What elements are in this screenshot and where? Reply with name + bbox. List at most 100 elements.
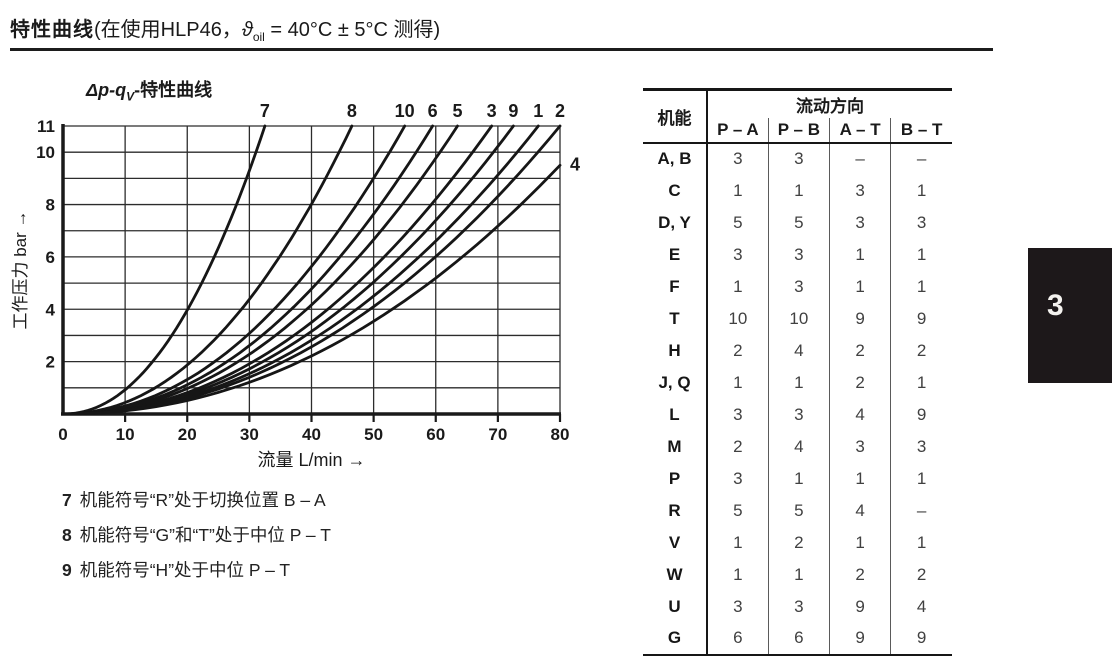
value-cell: 3 <box>767 398 830 431</box>
function-cell: W <box>643 558 708 591</box>
curve-label-1: 1 <box>533 101 543 121</box>
x-tick-label: 60 <box>426 425 445 444</box>
value-cell: – <box>890 494 952 527</box>
function-cell: A, B <box>643 142 708 175</box>
value-cell: 1 <box>890 526 952 559</box>
value-cell: 2 <box>828 366 891 399</box>
value-cell: 2 <box>767 526 830 559</box>
function-cell: G <box>643 622 708 655</box>
value-cell: 5 <box>706 206 769 239</box>
value-cell: 2 <box>828 558 891 591</box>
value-cell: 1 <box>706 270 769 303</box>
curve-8 <box>61 124 354 416</box>
y-tick-label: 2 <box>46 353 55 372</box>
value-cell: 3 <box>767 142 830 175</box>
value-cell: 3 <box>706 142 769 175</box>
function-cell: D, Y <box>643 206 708 239</box>
subheader-PA: P – A <box>707 117 769 144</box>
value-cell: 6 <box>767 622 830 655</box>
function-cell: J, Q <box>643 366 708 399</box>
value-cell: 4 <box>767 334 830 367</box>
value-cell: 1 <box>828 238 891 271</box>
table-header-row: 机能 流动方向 <box>643 89 952 144</box>
curve-5 <box>61 124 459 416</box>
y-axis-title: 工作压力 bar → <box>11 210 30 329</box>
value-cell: 3 <box>706 398 769 431</box>
value-cell: 3 <box>828 430 891 463</box>
value-cell: 3 <box>767 270 830 303</box>
x-axis-title: 流量 L/min → <box>257 450 365 470</box>
table-row: T 10 10 9 9 <box>643 302 952 335</box>
value-cell: 1 <box>890 238 952 271</box>
table-row: A, B 3 3– – <box>643 142 952 175</box>
function-cell: H <box>643 334 708 367</box>
page-title-bold: 特性曲线 <box>10 19 94 41</box>
theta-subscript: oil <box>252 30 265 44</box>
x-tick-label: 30 <box>240 425 259 444</box>
table-row: R 5 5 4– <box>643 494 952 527</box>
value-cell: 3 <box>890 430 952 463</box>
value-cell: 9 <box>890 398 952 431</box>
value-cell: 10 <box>706 302 769 335</box>
x-tick-label: 40 <box>302 425 321 444</box>
footnote-line: 7 机能符号“R”处于切换位置 B – A <box>62 483 331 518</box>
value-cell: 2 <box>828 334 891 367</box>
curve-label-5: 5 <box>452 101 462 121</box>
value-cell: 3 <box>706 238 769 271</box>
value-cell: 1 <box>706 526 769 559</box>
value-cell: 4 <box>828 398 891 431</box>
page-title: 特性曲线(在使用HLP46，ϑoil = 40°C ± 5°C 测得) <box>10 13 440 44</box>
y-tick-label: 6 <box>46 248 55 267</box>
chart-footnotes: 7 机能符号“R”处于切换位置 B – A 8 机能符号“G”和“T”处于中位 P … <box>62 483 331 588</box>
curve-7 <box>61 124 267 416</box>
value-cell: – <box>890 142 952 175</box>
curve-label-10: 10 <box>395 101 415 121</box>
value-cell: 1 <box>828 270 891 303</box>
chart-title-italic: Δp-qV <box>86 80 135 104</box>
footnote-text: 机能符号“R”处于切换位置 B – A <box>79 490 326 510</box>
value-cell: 4 <box>890 590 952 623</box>
value-cell: 1 <box>828 462 891 495</box>
value-cell: 3 <box>767 238 830 271</box>
value-cell: 4 <box>767 430 830 463</box>
footnote-line: 9 机能符号“H”处于中位 P – T <box>62 553 331 588</box>
value-cell: 9 <box>890 622 952 655</box>
x-tick-label: 0 <box>58 425 67 444</box>
function-cell: P <box>643 462 708 495</box>
curve-label-9: 9 <box>508 101 518 121</box>
curve-label-6: 6 <box>428 101 438 121</box>
value-cell: 1 <box>767 558 830 591</box>
y-tick-label: 11 <box>37 117 55 136</box>
value-cell: 2 <box>890 558 952 591</box>
value-cell: 9 <box>828 622 891 655</box>
y-tick-label: 4 <box>46 300 56 319</box>
y-tick-label: 10 <box>36 143 55 162</box>
curve-4 <box>61 163 562 416</box>
footnote-line: 8 机能符号“G”和“T”处于中位 P – T <box>62 518 331 553</box>
x-tick-label: 50 <box>364 425 383 444</box>
function-cell: C <box>643 174 708 207</box>
subheader-BT: B – T <box>890 117 952 144</box>
curve-label-4: 4 <box>570 154 580 174</box>
value-cell: 3 <box>828 206 891 239</box>
chart-title: Δp-qV-特性曲线 <box>86 76 212 104</box>
subheader-PB: P – B <box>767 117 830 144</box>
value-cell: 3 <box>706 462 769 495</box>
x-tick-label: 20 <box>178 425 197 444</box>
value-cell: 5 <box>767 494 830 527</box>
theta-symbol: ϑ <box>241 19 253 41</box>
value-cell: 2 <box>890 334 952 367</box>
value-cell: 1 <box>828 526 891 559</box>
value-cell: 5 <box>706 494 769 527</box>
x-tick-label: 80 <box>551 425 570 444</box>
